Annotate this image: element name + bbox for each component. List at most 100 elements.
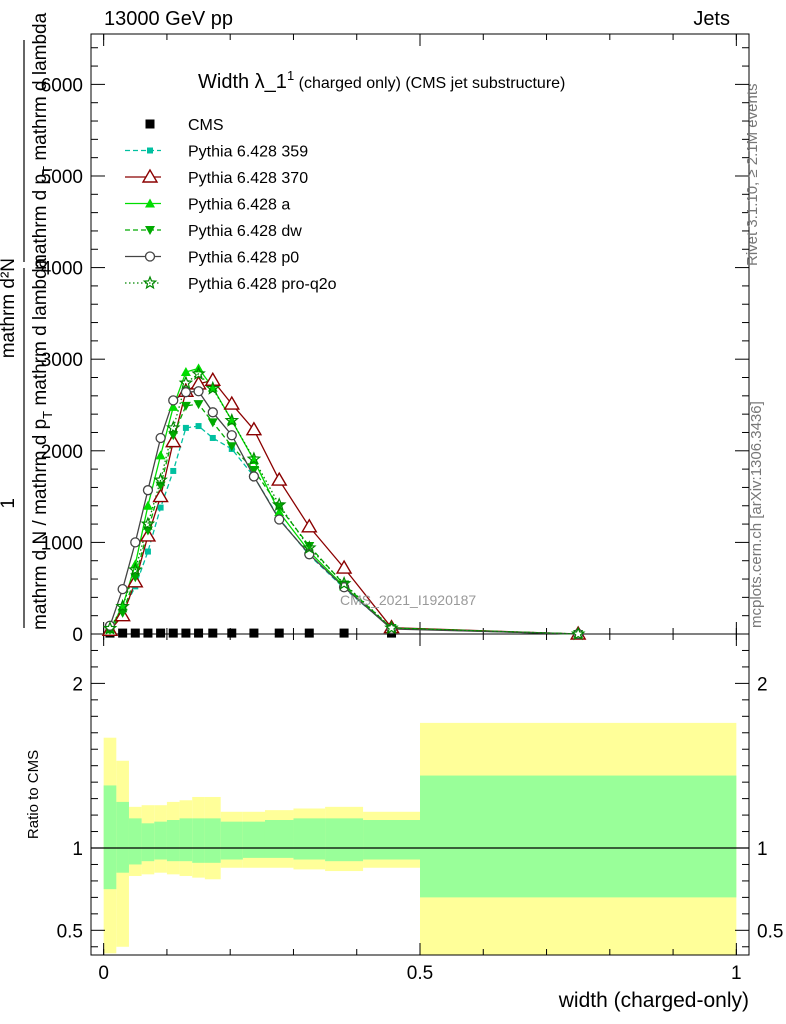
y-tick-label: 1000 [41,533,83,554]
series-point-6 [115,598,130,613]
series-point-4 [168,431,179,441]
ratio-band-inner [192,818,205,863]
collision-label: 13000 GeV pp [104,8,233,30]
series-point-4 [180,401,191,411]
series-point-6 [165,420,181,435]
series-point-0-shape [227,628,237,638]
series-line-5 [109,390,579,635]
series-point-4-shape [130,573,141,583]
series-point-0 [249,628,259,638]
series-point-6-shape [178,375,194,390]
y-tick-label: 0 [72,625,83,646]
series-point-0-shape [339,628,349,638]
series-point-0 [194,628,204,638]
legend-label-2: Pythia 6.428 370 [188,170,308,187]
series-line-2 [109,379,579,635]
series-point-6 [191,366,206,381]
series-point-5 [226,430,237,441]
ratio-band-inner [363,820,420,860]
series-point-6 [205,380,221,395]
series-point-5-shape [193,386,204,397]
series-point-3-shape [180,367,191,377]
legend-marker-6 [142,275,158,290]
y-tick-label: 5000 [41,167,83,188]
legend-marker-1 [147,147,153,154]
ratio-band-inner [204,818,221,863]
legend-label-0: CMS [188,117,224,134]
ratio-band-inner [166,820,180,862]
series-point-0-shape [143,628,153,638]
series-line-3 [109,367,579,635]
series-line-1 [109,425,579,635]
ratio-tick-label-left: 1 [72,839,83,860]
ylabel-prefix-bottom: mathrm d N / mathrm d pT mathrm d lambda [30,257,55,630]
series-point-3 [155,450,166,460]
rivet-label: Rivet 3.1.10, ≥ 2.1M events [744,83,761,267]
ratio-band-inner [154,821,167,860]
series-point-2-shape [165,433,182,448]
series-point-4-shape [180,401,191,411]
y-tick-label: 3000 [41,350,83,371]
series-point-5 [180,387,192,398]
series-point-0-shape [249,628,259,638]
series-point-6-shape [140,516,156,531]
series-point-0 [274,628,284,638]
legend-marker-4 [145,226,155,235]
y-tick-label: 6000 [41,75,83,96]
ratio-band-inner [116,801,129,873]
series-point-4 [130,573,141,583]
mcplots-label: mcplots.cern.ch [arXiv:1306.3436] [748,401,765,628]
series-point-4-shape [168,431,179,441]
x-tick-label: 0.5 [407,963,433,984]
series-point-6 [178,375,194,390]
series-point-6-shape [191,366,206,381]
ylabel-frac-top: mathrm d²N [0,258,19,358]
ratio-band-inner [179,818,193,862]
ratio-band-inner [242,821,265,858]
series-point-6 [128,562,143,577]
series-point-6 [384,620,399,635]
legend-marker-3-shape [145,198,155,208]
ratio-tick-label-right: 1 [757,839,768,860]
series-point-6-shape [224,412,240,427]
legend-marker-0 [145,119,155,129]
series-point-1-shape [209,434,216,441]
series-point-5 [193,386,204,397]
ratio-band-inner [103,785,117,890]
series-point-6-shape [165,420,181,435]
series-point-6-shape [271,497,287,512]
ylabel-one: 1 [0,498,19,509]
series-point-0 [143,628,153,638]
series-point-6 [570,626,586,641]
series-point-6-shape [153,472,168,487]
chart-title: Width λ_11 (charged only) (CMS jet subst… [198,68,565,93]
ratio-band-inner [293,818,326,860]
ratio-band-inner [128,818,142,865]
series-point-2-shape [245,421,263,436]
series-point-5 [155,432,166,444]
series-point-3-shape [142,500,153,510]
legend-marker-3 [145,198,155,208]
series-point-6 [224,412,240,427]
series-point-6-shape [570,626,586,641]
series-point-5 [386,623,397,635]
series-point-6 [246,451,262,466]
legend-label-3: Pythia 6.428 a [188,197,290,214]
series-point-4 [248,466,259,476]
series-point-4 [193,400,204,410]
series-point-2-shape [271,471,288,486]
series-point-0-shape [168,628,178,638]
legend-marker-1-shape [147,147,153,154]
series-point-1 [144,548,151,555]
ratio-band-inner [220,821,243,860]
series-point-0-shape [156,628,166,638]
x-tick-label: 1 [731,963,742,984]
legend-label-6: Pythia 6.428 pro-q2o [188,276,337,293]
series-point-1 [170,467,177,474]
series-point-0-shape [194,628,204,638]
series-point-2 [301,518,318,533]
series-point-1 [195,423,202,430]
series-point-6 [140,516,156,531]
series-point-6 [271,497,287,512]
series-point-5-shape [130,537,141,548]
